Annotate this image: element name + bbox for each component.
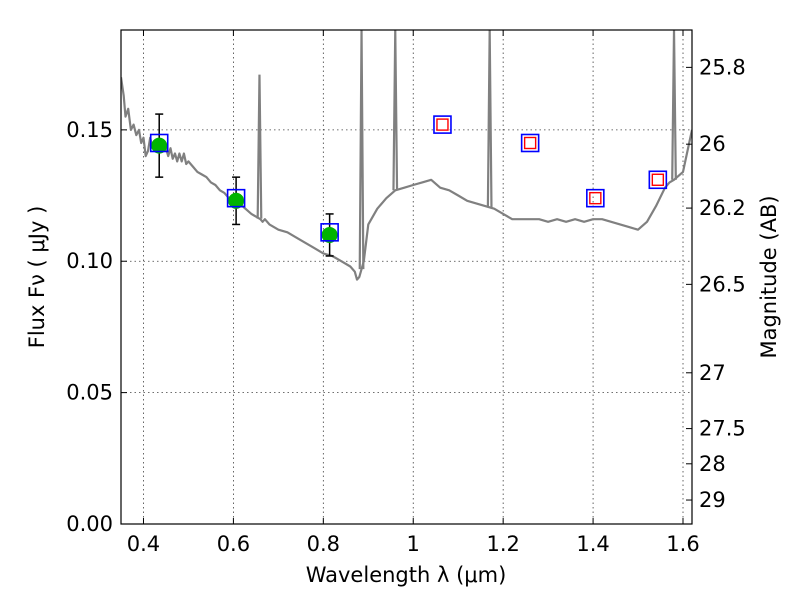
y-axis-title: Flux Fν ( μJy ) [25,206,49,349]
x-tick-label: 0.4 [127,532,160,556]
y-tick-label: 0.05 [66,381,113,405]
emission-line-spike [392,30,399,191]
grid-lines [121,30,692,525]
photometry-markers [149,113,668,257]
nir-prediction-square [589,191,602,205]
spectrum-line [121,77,692,281]
axes: 0.4 0.6 0.8 1 1.2 1.4 1.6 0.00 0.05 0.10 0.15 25.8 2… [66,30,746,556]
y2-tick-label: 27.5 [699,417,746,441]
observed-flux-point [228,192,245,209]
y-tick-label: 0.10 [66,249,113,273]
emission-line-spike [486,30,493,208]
y2-tick-label: 26 [699,132,726,156]
y2-tick-label: 28 [699,452,726,476]
y-tick-label: 0.00 [66,512,113,536]
x-tick-label: 1 [407,532,420,556]
y2-tick-label: 26.2 [699,196,746,220]
x-tick-label: 1.6 [666,532,699,556]
x-axis-title: Wavelength λ (μm) [306,563,507,587]
model-spectrum [121,30,692,281]
emission-line-spike [358,30,365,270]
y-tick-label: 0.15 [66,118,113,142]
model-flux-square [586,188,605,208]
y2-tick-label: 26.5 [699,272,746,296]
nir-prediction-square [436,118,449,131]
model-flux-square [226,188,246,208]
model-flux-square [433,115,452,134]
y2-tick-label: 27 [699,361,726,385]
observed-flux-point [151,137,168,154]
x-tick-label: 1.4 [576,532,609,556]
plot-frame [120,29,693,525]
nir-prediction-square [651,173,665,186]
model-flux-square [520,133,540,153]
nir-prediction-square [523,136,537,150]
model-flux-square [320,223,339,242]
model-flux-square [149,133,169,153]
y2-tick-label: 25.8 [699,55,746,79]
y2-axis-title: Magnitude (AB) [757,195,781,358]
x-tick-label: 0.8 [307,532,340,556]
model-flux-square [648,170,668,190]
observed-flux-point [321,226,338,243]
emission-line-spike [671,30,677,180]
x-tick-label: 1.2 [486,532,519,556]
y2-tick-label: 29 [699,488,726,512]
emission-line-spike [256,74,263,219]
x-tick-label: 0.6 [217,532,250,556]
